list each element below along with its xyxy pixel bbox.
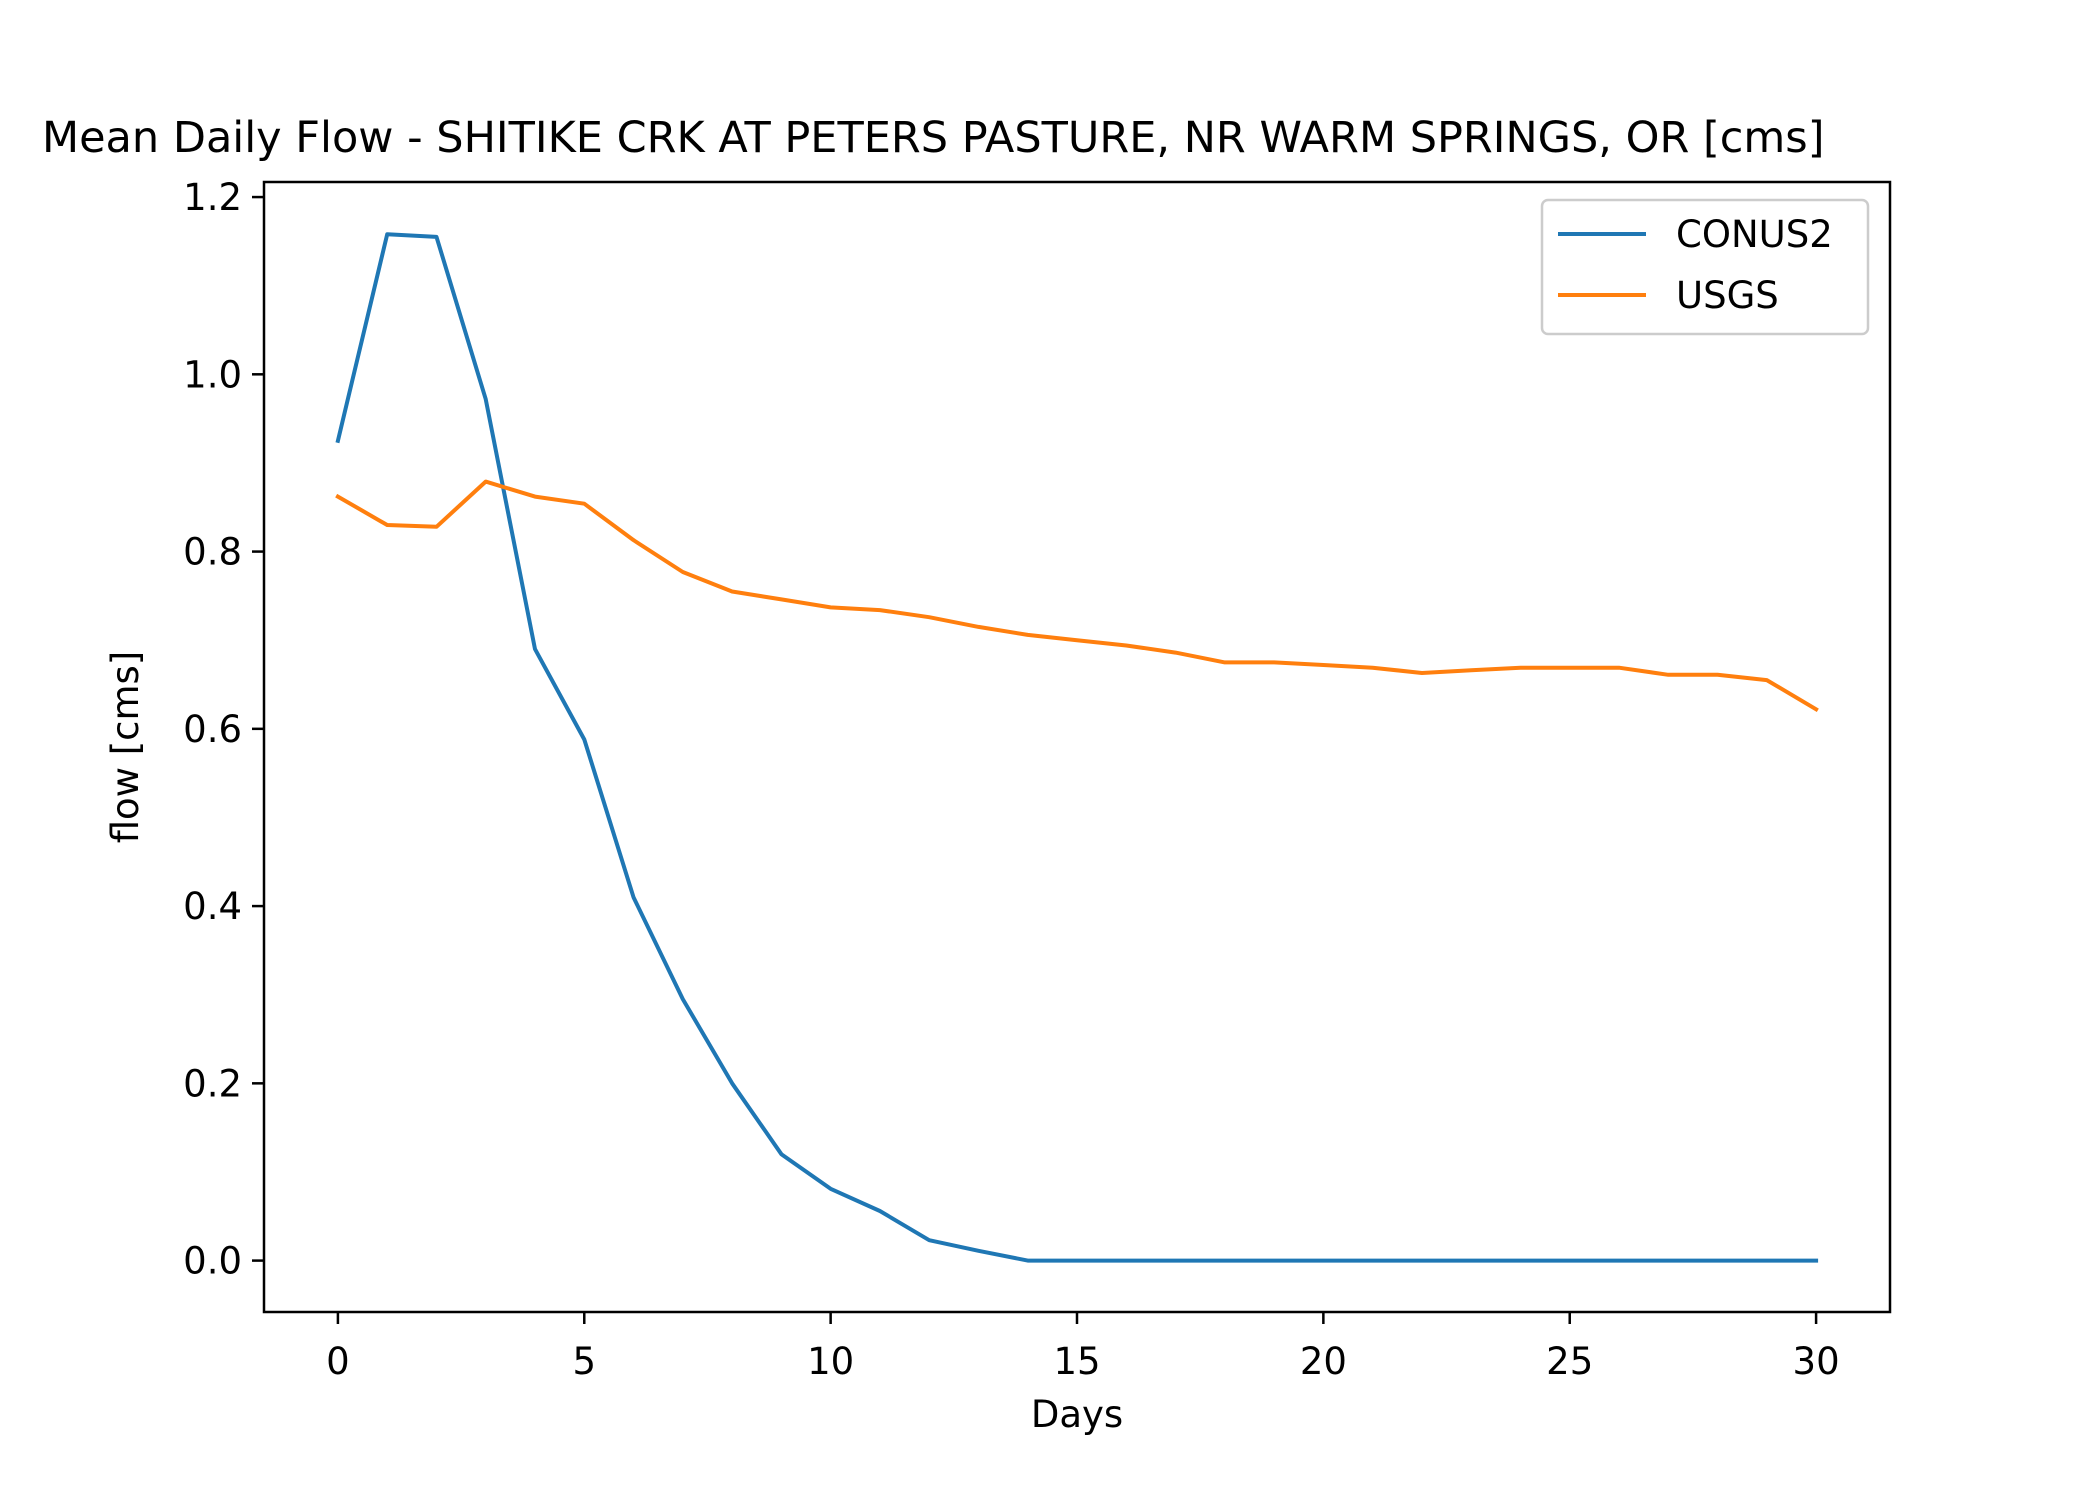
axes-frame	[262, 180, 1892, 1314]
y-tick-label: 0.6	[183, 708, 242, 751]
y-tick-label: 1.0	[183, 353, 242, 396]
legend-label-usgs: USGS	[1676, 274, 1779, 317]
y-axis-ticks: 0.0 0.2 0.4 0.6 0.8 1.0 1.2	[183, 176, 264, 1283]
y-tick-label: 0.4	[183, 885, 242, 928]
y-tick-label: 1.2	[183, 176, 242, 219]
x-axis-label: Days	[1031, 1393, 1123, 1436]
y-tick-label: 0.2	[183, 1062, 242, 1105]
y-tick-label: 0.8	[183, 531, 242, 574]
legend: CONUS2 USGS	[1540, 198, 1870, 336]
x-tick-label: 15	[1053, 1340, 1100, 1383]
y-axis-label: flow [cms]	[104, 651, 147, 844]
chart-title: Mean Daily Flow - SHITIKE CRK AT PETERS …	[42, 113, 1824, 163]
series-line-usgs	[335, 479, 1819, 713]
x-tick-label: 30	[1793, 1340, 1840, 1383]
x-tick-label: 25	[1546, 1340, 1593, 1383]
x-tick-label: 0	[326, 1340, 350, 1383]
y-tick-label: 0.0	[183, 1240, 242, 1283]
x-tick-label: 10	[807, 1340, 854, 1383]
x-tick-label: 20	[1300, 1340, 1347, 1383]
x-tick-label: 5	[572, 1340, 596, 1383]
x-axis-ticks: 0 5 10 15 20 25 30	[326, 1312, 1840, 1383]
legend-label-conus2: CONUS2	[1676, 213, 1833, 256]
series-line-conus2	[335, 232, 1819, 1263]
plot-area	[262, 180, 1892, 1314]
series-layer	[335, 232, 1819, 1263]
